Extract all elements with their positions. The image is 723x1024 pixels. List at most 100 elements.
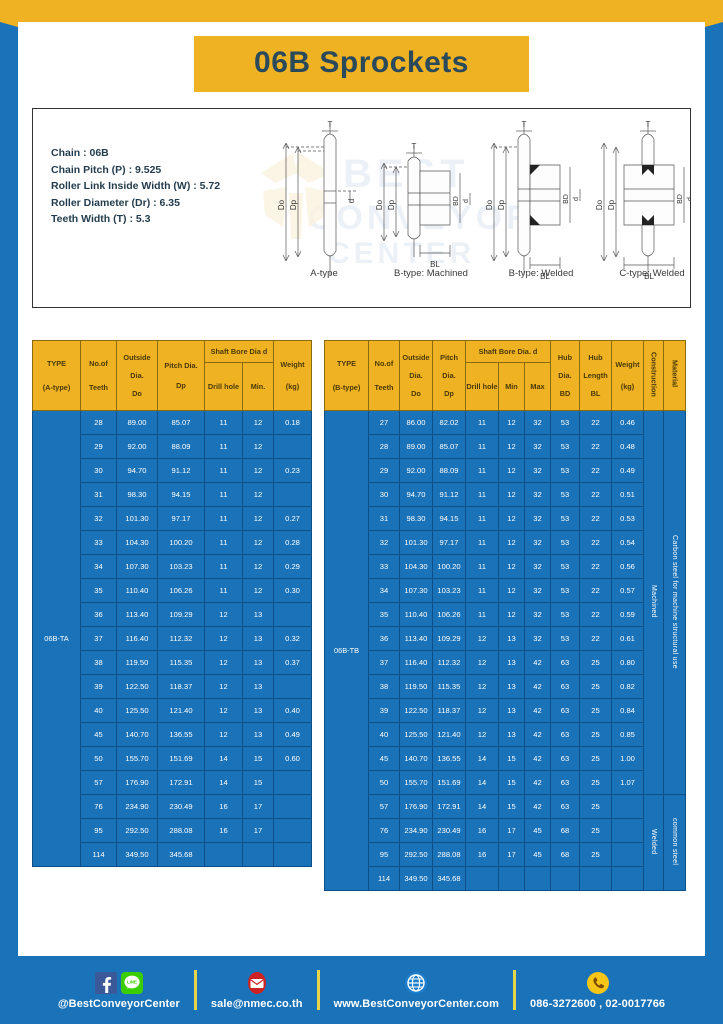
th-drill-hole: Drill hole [204,362,243,411]
cell-bore-max: 45 [524,842,551,867]
cell-pitch-dia: 118.37 [157,674,205,699]
table-a-type: TYPE (A-type) No.of Teeth Outside Dia. [32,340,312,867]
cell-bore-min [242,842,274,867]
th-outside-dia-b: Outside Dia. Do [399,340,433,411]
cell-weight: 0.57 [611,578,644,603]
cell-weight [611,842,644,867]
footer-separator [193,970,197,1010]
cell-teeth: 37 [368,650,400,675]
svg-text:BL: BL [540,272,550,281]
cell-pitch-dia: 88.09 [157,434,205,459]
table-row: 45 140.70 136.55 14 15 42 63 25 1.00 [325,746,686,771]
cell-drill-hole: 11 [465,578,499,603]
cell-hub-dia: 63 [550,674,580,699]
cell-hub-length: 22 [579,578,612,603]
cell-weight: 1.07 [611,770,644,795]
th-weight: Weight (kg) [273,340,312,411]
cell-teeth: 76 [80,794,117,819]
spec-line-chain: Chain : 06B [51,147,109,159]
cell-drill-hole: 12 [465,722,499,747]
cell-teeth: 95 [368,842,400,867]
table-row: 50 155.70 151.69 14 15 0.60 [33,746,312,771]
table-row: 33 104.30 100.20 11 12 32 53 22 0.56 [325,554,686,579]
cell-weight [273,434,312,459]
cell-weight [611,818,644,843]
svg-text:Dp: Dp [387,199,396,210]
cell-hub-dia: 63 [550,770,580,795]
footer-item-social[interactable]: LINE @BestConveyorCenter [44,964,194,1016]
cell-drill-hole: 11 [465,530,499,555]
cell-pitch-dia: 121.40 [157,698,205,723]
cell-outside-dia: 155.70 [399,770,433,795]
cell-pitch-dia: 151.69 [157,746,205,771]
cell-teeth: 30 [368,482,400,507]
cell-weight: 0.46 [611,410,644,435]
cell-drill-hole: 12 [465,650,499,675]
cell-outside-dia: 94.70 [399,482,433,507]
table-row: 32 101.30 97.17 11 12 0.27 [33,506,312,531]
cell-pitch-dia: 85.07 [432,434,466,459]
diagram-label-b-type-machined: B-type: Machined [394,268,468,279]
table-row: 30 94.70 91.12 11 12 32 53 22 0.51 [325,482,686,507]
spec-line-roller-dia: Roller Diameter (Dr) : 6.35 [51,196,180,209]
footer-website-text: www.BestConveyorCenter.com [333,997,499,1010]
cell-pitch-dia: 172.91 [157,770,205,795]
spec-line-width: Roller Link Inside Width (W) : 5.72 [51,180,221,192]
diagram-label-a-type: A-type [310,268,338,279]
phone-icon[interactable] [586,971,610,995]
cell-hub-dia: 53 [550,626,580,651]
cell-bore-min: 13 [242,650,274,675]
cell-weight: 0.51 [611,482,644,507]
cell-outside-dia: 349.50 [116,842,158,867]
footer-item-phone[interactable]: 086-3272600 , 02-0017766 [516,964,679,1016]
email-icon[interactable] [245,971,269,995]
facebook-icon[interactable] [94,971,117,994]
cell-hub-dia: 63 [550,698,580,723]
cell-hub-dia [550,866,580,891]
globe-icon[interactable] [403,970,429,996]
cell-hub-dia: 63 [550,650,580,675]
cell-weight: 0.37 [273,650,312,675]
cell-hub-dia: 53 [550,434,580,459]
cell-outside-dia: 104.30 [399,554,433,579]
svg-text:BD: BD [677,194,684,204]
cell-outside-dia: 98.30 [399,506,433,531]
cell-hub-length: 25 [579,674,612,699]
cell-outside-dia: 104.30 [116,530,158,555]
line-icon[interactable]: LINE [120,971,143,994]
cell-construction: Machined [643,410,664,795]
cell-pitch-dia: 121.40 [432,722,466,747]
cell-pitch-dia: 88.09 [432,458,466,483]
cell-bore-min: 12 [242,530,274,555]
cell-weight [273,602,312,627]
cell-drill-hole: 14 [465,794,499,819]
cell-pitch-dia: 230.49 [432,818,466,843]
cell-outside-dia: 176.90 [116,770,158,795]
specification-diagram-box: Chain : 06B Chain Pitch (P) : 9.525 Roll… [32,108,691,308]
cell-weight [611,794,644,819]
table-row: 95 292.50 288.08 16 17 45 68 25 [325,842,686,867]
cell-bore-max: 42 [524,650,551,675]
cell-drill-hole: 11 [465,602,499,627]
cell-drill-hole: 16 [204,794,243,819]
svg-text:d: d [463,199,470,203]
footer-item-website[interactable]: www.BestConveyorCenter.com [320,964,513,1016]
cell-teeth: 37 [80,626,117,651]
cell-bore-max: 45 [524,818,551,843]
cell-teeth: 31 [80,482,117,507]
cell-bore-min: 17 [498,818,525,843]
th-hub-length: Hub Length BL [579,340,612,411]
svg-text:T: T [328,120,333,129]
cell-outside-dia: 107.30 [399,578,433,603]
cell-weight [273,482,312,507]
footer-item-email[interactable]: sale@nmec.co.th [197,964,317,1016]
cell-bore-max: 42 [524,770,551,795]
cell-bore-min: 13 [498,674,525,699]
specification-list: Chain : 06B Chain Pitch (P) : 9.525 Roll… [51,145,220,228]
cell-outside-dia: 113.40 [399,626,433,651]
cell-construction: Welded [643,794,664,891]
cell-bore-min: 15 [242,770,274,795]
cell-teeth: 35 [368,602,400,627]
diagram-label-c-type-welded: C-type: Welded [619,268,685,279]
